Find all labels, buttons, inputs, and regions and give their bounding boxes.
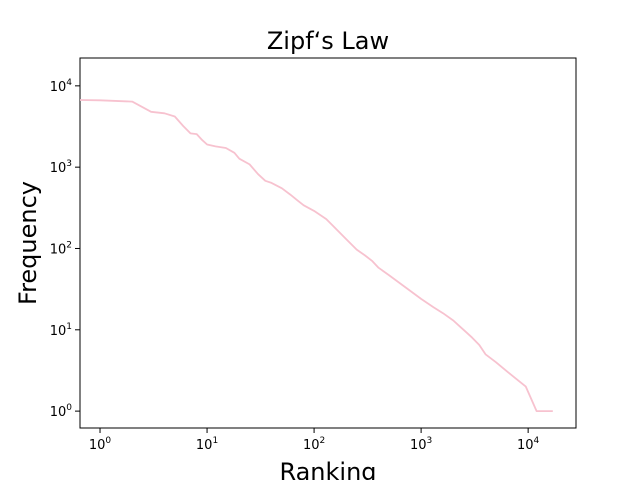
x-tick-label: 100 [89,436,112,453]
y-tick-label: 100 [50,403,73,420]
y-tick-label: 101 [50,322,72,339]
y-tick-label: 103 [50,159,72,176]
x-tick-label: 102 [303,436,325,453]
chart-title: Zipf‘s Law [267,27,389,55]
x-tick-label: 103 [410,436,432,453]
x-axis: 100 101 102 103 104 [89,428,540,453]
x-axis-label: Ranking [279,458,376,480]
x-tick-label: 101 [196,436,218,453]
plot-frame [79,57,577,429]
y-tick-label: 102 [50,240,72,257]
y-axis-label: Frequency [14,181,42,305]
y-tick-label: 104 [50,78,73,95]
series-line [79,99,553,412]
x-tick-label: 104 [517,436,540,453]
y-axis: 100 101 102 103 104 [50,78,80,420]
